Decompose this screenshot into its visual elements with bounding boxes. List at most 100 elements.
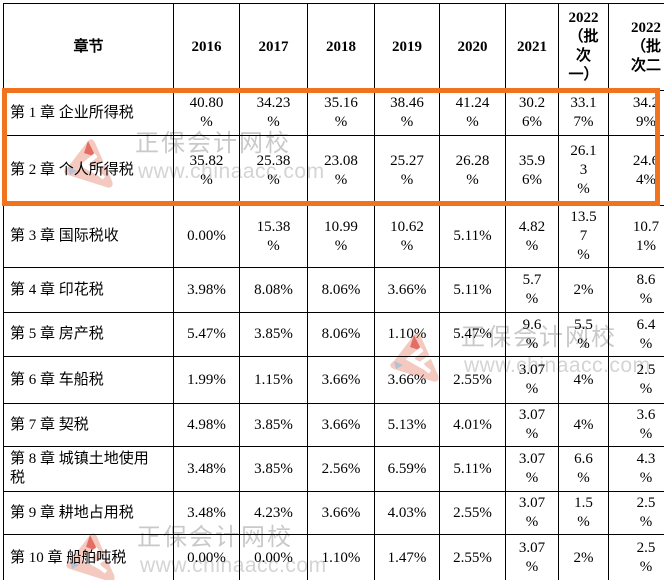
value-cell: 1.99%: [173, 356, 240, 404]
value-cell: 9.6 %: [505, 312, 559, 357]
value-cell: 1.5 %: [558, 491, 609, 535]
chapter-cell: 第 6 章 车船税: [3, 356, 174, 404]
chapter-cell: 第 2 章 个人所得税: [3, 135, 174, 206]
value-cell: 2.5 %: [608, 356, 664, 404]
value-cell: 26.1 3 %: [558, 135, 609, 206]
value-cell: 8.08%: [239, 267, 308, 313]
value-cell: 6.6 %: [558, 446, 609, 492]
table-row: 第 4 章 印花税 3.98% 8.08% 8.06% 3.66% 5.11% 5.7 % 2…: [3, 267, 664, 313]
header-cell-2017: 2017: [239, 3, 308, 91]
header-cell-2016: 2016: [173, 3, 240, 91]
chapter-cell: 第 8 章 城镇土地使用 税: [3, 446, 174, 492]
value-cell: 1.15%: [239, 356, 308, 404]
value-cell: 4.03%: [374, 491, 440, 535]
value-cell: 3.07 %: [505, 534, 559, 580]
value-cell: 8.6 %: [608, 267, 664, 313]
value-cell: 3.85%: [239, 403, 308, 447]
header-row: 章节 2016 2017 2018 2019 2020 2021 2022 （批…: [3, 3, 664, 91]
value-cell: 38.46 %: [374, 90, 440, 136]
header-cell-2018: 2018: [307, 3, 375, 91]
value-cell: 3.85%: [239, 446, 308, 492]
value-cell: 6.4 %: [608, 312, 664, 357]
value-cell: 41.24 %: [439, 90, 506, 136]
value-cell: 30.2 6%: [505, 90, 559, 136]
value-cell: 0.00%: [173, 534, 240, 580]
value-cell: 23.08 %: [307, 135, 375, 206]
value-cell: 4.98%: [173, 403, 240, 447]
value-cell: 10.62 %: [374, 205, 440, 268]
value-cell: 2.5 %: [608, 534, 664, 580]
value-cell: 35.16 %: [307, 90, 375, 136]
value-cell: 4.82 %: [505, 205, 559, 268]
value-cell: 2.5 %: [608, 491, 664, 535]
value-cell: 33.1 7%: [558, 90, 609, 136]
value-cell: 5.13%: [374, 403, 440, 447]
value-cell: 3.6 %: [608, 403, 664, 447]
value-cell: 2%: [558, 534, 609, 580]
value-cell: 3.07 %: [505, 356, 559, 404]
value-cell: 5.5 %: [558, 312, 609, 357]
value-cell: 34.2 9%: [608, 90, 664, 136]
value-cell: 0.00%: [239, 534, 308, 580]
value-cell: 3.48%: [173, 446, 240, 492]
value-cell: 1.47%: [374, 534, 440, 580]
value-cell: 34.23 %: [239, 90, 308, 136]
value-cell: 5.11%: [439, 446, 506, 492]
value-cell: 3.48%: [173, 491, 240, 535]
value-cell: 24.6 4%: [608, 135, 664, 206]
value-cell: 2.55%: [439, 356, 506, 404]
value-cell: 10.7 1%: [608, 205, 664, 268]
value-cell: 10.99 %: [307, 205, 375, 268]
value-cell: 3.66%: [307, 356, 375, 404]
chapter-cell: 第 7 章 契税: [3, 403, 174, 447]
table-row: 第 8 章 城镇土地使用 税 3.48% 3.85% 2.56% 6.59% 5.11% 3…: [3, 446, 664, 492]
value-cell: 4%: [558, 356, 609, 404]
header-cell-chapter: 章节: [3, 3, 174, 91]
value-cell: 5.11%: [439, 205, 506, 268]
value-cell: 4.23%: [239, 491, 308, 535]
value-cell: 3.66%: [374, 356, 440, 404]
table-row: 第 9 章 耕地占用税 3.48% 4.23% 3.66% 4.03% 2.55% 3.07…: [3, 491, 664, 535]
value-cell: 3.66%: [307, 403, 375, 447]
value-cell: 3.07 %: [505, 403, 559, 447]
value-cell: 3.66%: [374, 267, 440, 313]
value-cell: 4%: [558, 403, 609, 447]
table-row: 第 7 章 契税 4.98% 3.85% 3.66% 5.13% 4.01% 3.07 % 4…: [3, 403, 664, 447]
table-row: 第 6 章 车船税 1.99% 1.15% 3.66% 3.66% 2.55% 3.07 %…: [3, 356, 664, 404]
value-cell: 1.10%: [374, 312, 440, 357]
value-cell: 25.38 %: [239, 135, 308, 206]
value-cell: 8.06%: [307, 312, 375, 357]
chapter-cell: 第 10 章 船舶吨税: [3, 534, 174, 580]
value-cell: 5.47%: [439, 312, 506, 357]
value-cell: 1.10%: [307, 534, 375, 580]
value-cell: 25.27 %: [374, 135, 440, 206]
value-cell: 40.80 %: [173, 90, 240, 136]
table-row: 第 5 章 房产税 5.47% 3.85% 8.06% 1.10% 5.47% 9.6 % 5…: [3, 312, 664, 357]
value-cell: 5.7 %: [505, 267, 559, 313]
value-cell: 2.56%: [307, 446, 375, 492]
value-cell: 35.9 6%: [505, 135, 559, 206]
value-cell: 3.07 %: [505, 446, 559, 492]
value-cell: 8.06%: [307, 267, 375, 313]
header-cell-2022-batch1: 2022 （批 次 一）: [558, 3, 609, 91]
header-cell-2021: 2021: [505, 3, 559, 91]
chapter-cell: 第 4 章 印花税: [3, 267, 174, 313]
value-cell: 2%: [558, 267, 609, 313]
value-cell: 2.55%: [439, 534, 506, 580]
table-row: 第 1 章 企业所得税 40.80 % 34.23 % 35.16 % 38.46 % 4…: [3, 90, 664, 136]
value-cell: 4.3 %: [608, 446, 664, 492]
value-cell: 3.85%: [239, 312, 308, 357]
header-cell-2019: 2019: [374, 3, 440, 91]
value-cell: 5.47%: [173, 312, 240, 357]
table-row: 第 10 章 船舶吨税 0.00% 0.00% 1.10% 1.47% 2.55% 3.07…: [3, 534, 664, 580]
value-cell: 2.55%: [439, 491, 506, 535]
value-cell: 5.11%: [439, 267, 506, 313]
value-cell: 3.98%: [173, 267, 240, 313]
chapter-cell: 第 5 章 房产税: [3, 312, 174, 357]
chapter-cell: 第 9 章 耕地占用税: [3, 491, 174, 535]
value-cell: 3.66%: [307, 491, 375, 535]
value-cell: 35.82 %: [173, 135, 240, 206]
chapter-cell: 第 3 章 国际税收: [3, 205, 174, 268]
value-cell: 15.38 %: [239, 205, 308, 268]
